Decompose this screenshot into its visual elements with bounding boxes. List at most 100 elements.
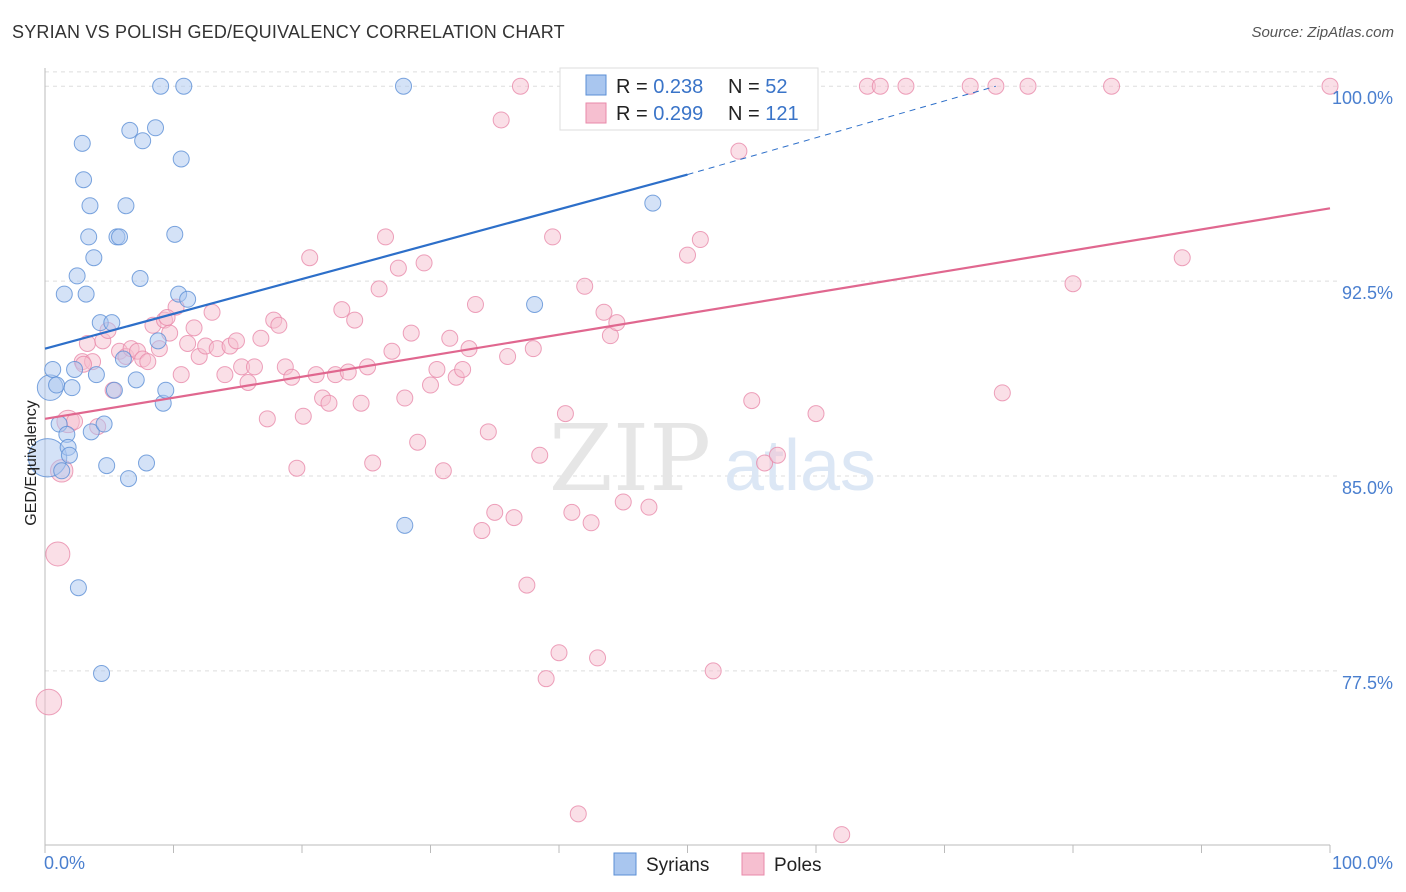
- legend-r-label-poles: R =: [616, 103, 653, 125]
- pole-point-28: [203, 303, 221, 321]
- syrian-point-33: [127, 371, 145, 389]
- syrian-point-46: [179, 290, 197, 308]
- pole-point-78: [518, 576, 536, 594]
- y-tick-labels: 77.5% 85.0% 92.5% 100.0%: [1332, 88, 1393, 693]
- pole-point-55: [370, 280, 388, 298]
- syrians-trend-extension: [687, 85, 997, 176]
- pole-point-79: [524, 340, 542, 358]
- syrian-point-38: [149, 332, 167, 350]
- syrian-point-13: [73, 134, 91, 152]
- syrian-point-36: [138, 454, 156, 472]
- data-points: [27, 77, 1339, 844]
- pole-point-94: [640, 498, 658, 516]
- pole-point-50: [339, 363, 357, 381]
- syrian-point-30: [117, 197, 135, 215]
- syrian-point-24: [98, 457, 116, 475]
- legend-n-value-poles: 121: [765, 103, 798, 125]
- pole-point-118: [1321, 77, 1339, 95]
- bottom-legend-swatch-poles: [741, 852, 765, 876]
- syrian-point-47: [395, 77, 413, 95]
- pole-point-87: [576, 277, 594, 295]
- syrian-point-11: [68, 267, 86, 285]
- pole-point-97: [679, 246, 696, 264]
- pole-point-63: [422, 376, 439, 394]
- y-tick-label-1: 85.0%: [1342, 478, 1393, 498]
- syrian-point-44: [172, 150, 190, 168]
- syrian-point-6: [55, 285, 73, 303]
- legend-r-value-syrians: 0.238: [653, 76, 703, 98]
- poles-trend-line: [44, 207, 1331, 420]
- pole-point-86: [569, 805, 587, 823]
- pole-point-36: [252, 329, 270, 347]
- pole-point-0: [35, 688, 63, 716]
- pole-point-60: [402, 324, 420, 342]
- syrian-point-12: [69, 579, 87, 597]
- pole-point-34: [239, 373, 257, 391]
- pole-point-32: [227, 332, 245, 350]
- pole-point-70: [466, 295, 484, 313]
- bottom-legend-poles: Poles: [774, 855, 822, 876]
- legend-n-label-syrians: N =: [728, 76, 765, 98]
- pole-point-81: [537, 670, 555, 688]
- pole-point-44: [301, 249, 319, 267]
- pole-point-25: [185, 319, 203, 337]
- chart-title: SYRIAN VS POLISH GED/EQUIVALENCY CORRELA…: [12, 22, 565, 42]
- syrian-point-51: [60, 446, 78, 464]
- legend-n-value-syrians: 52: [765, 76, 787, 98]
- syrian-point-18: [82, 423, 100, 441]
- pole-point-42: [288, 459, 306, 477]
- pole-point-107: [833, 826, 851, 844]
- pole-point-23: [172, 366, 190, 384]
- svg-text:N = 121: N = 121: [728, 103, 799, 125]
- pole-point-1: [45, 541, 71, 567]
- pole-point-98: [691, 231, 709, 249]
- pole-point-17: [139, 353, 157, 371]
- y-axis-title: GED/Equivalency: [23, 400, 40, 525]
- pole-point-109: [871, 77, 889, 95]
- syrian-point-34: [131, 269, 149, 287]
- syrian-point-41: [157, 381, 175, 399]
- pole-point-110: [897, 77, 915, 95]
- pole-point-80: [531, 446, 549, 464]
- x-tick-label-0: 0.0%: [44, 853, 85, 873]
- pole-point-56: [377, 228, 395, 246]
- source-label: Source: ZipAtlas.com: [1251, 24, 1394, 41]
- pole-point-62: [415, 254, 433, 272]
- pole-point-43: [294, 407, 312, 425]
- syrian-point-15: [77, 285, 95, 303]
- watermark-atlas: atlas: [724, 426, 876, 506]
- bottom-legend-syrians: Syrians: [646, 855, 709, 876]
- pole-point-59: [396, 389, 414, 407]
- syrian-point-14: [75, 171, 93, 189]
- pole-point-35: [245, 358, 263, 376]
- syrian-point-3: [48, 376, 66, 394]
- pole-point-49: [333, 301, 351, 319]
- pole-point-61: [409, 433, 427, 451]
- y-tick-label-0: 77.5%: [1342, 673, 1393, 693]
- syrian-point-50: [644, 194, 662, 212]
- syrian-point-39: [152, 77, 170, 95]
- watermark-zip: ZIP: [549, 405, 711, 512]
- syrian-point-29: [114, 350, 132, 368]
- pole-point-51: [346, 311, 364, 329]
- pole-point-82: [544, 228, 562, 246]
- pole-point-24: [179, 334, 197, 352]
- svg-text:N = 52: N = 52: [728, 76, 788, 98]
- svg-text:R = 0.299: R = 0.299: [616, 103, 703, 125]
- legend-n-label-poles: N =: [728, 103, 765, 125]
- pole-point-92: [608, 314, 626, 332]
- pole-point-115: [1064, 275, 1082, 293]
- pole-point-84: [556, 405, 574, 423]
- pole-point-65: [434, 462, 452, 480]
- bottom-legend-swatch-syrians: [613, 852, 637, 876]
- syrian-point-23: [95, 415, 113, 433]
- pole-point-71: [473, 522, 491, 540]
- pole-point-102: [743, 392, 761, 410]
- legend: R = 0.238 N = 52 R = 0.299 N = 121: [559, 67, 819, 131]
- pole-point-47: [320, 394, 338, 412]
- pole-point-37: [258, 410, 276, 428]
- pole-point-83: [550, 644, 568, 662]
- legend-swatch-poles: [585, 102, 607, 124]
- syrians-trend-line: [44, 173, 688, 350]
